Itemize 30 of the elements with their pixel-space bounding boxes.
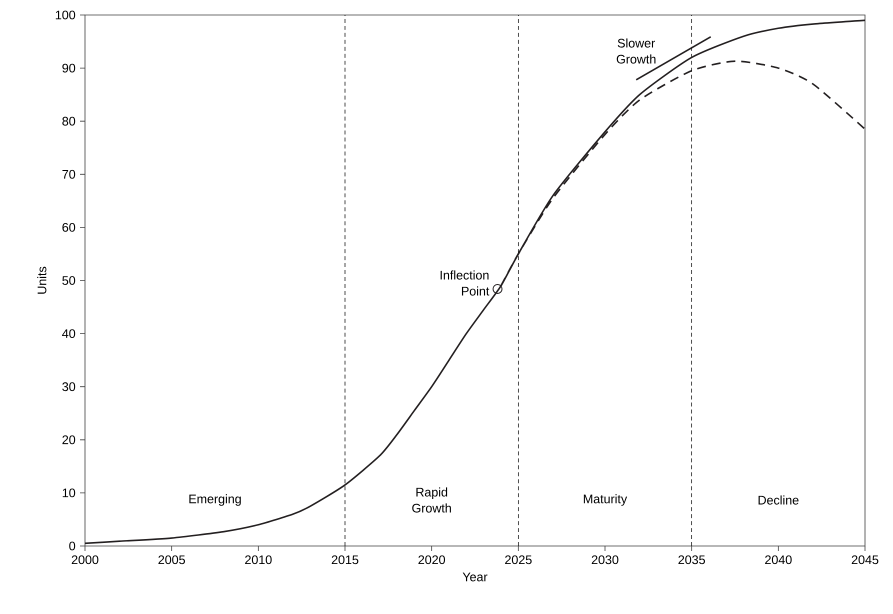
annotation: Decline <box>758 495 799 505</box>
line-series <box>84 20 866 544</box>
x-tick-label: 2020 <box>418 555 446 564</box>
annotation: Emerging <box>189 494 241 506</box>
y-tick-label: 0 <box>69 542 76 550</box>
x-tick-label: 2035 <box>678 555 705 564</box>
y-axis-title: Units <box>37 266 46 294</box>
y-tick-label: 70 <box>62 170 76 179</box>
annotation: Rapid Growth <box>412 487 451 513</box>
x-tick-label: 2040 <box>765 555 792 564</box>
annotation: Maturity <box>584 494 628 506</box>
y-tick-label: 100 <box>56 10 76 20</box>
x-tick-label: 2005 <box>158 555 185 564</box>
annotation: Slower Growth <box>616 38 656 64</box>
annotation: Inflection Point <box>440 270 490 296</box>
y-tick-label: 20 <box>62 435 76 444</box>
y-tick-label: 90 <box>62 64 76 73</box>
x-tick-label: 2000 <box>72 555 98 564</box>
x-tick-label: 2045 <box>852 555 878 564</box>
y-tick-label: 80 <box>62 116 76 126</box>
x-tick-label: 2030 <box>592 555 618 564</box>
y-tick-label: 50 <box>62 276 76 285</box>
x-tick-label: 2015 <box>332 555 358 564</box>
y-tick-label: 40 <box>62 329 76 338</box>
x-tick-label: 2025 <box>505 555 532 564</box>
y-tick-label: 60 <box>62 222 76 232</box>
x-tick-label: 2010 <box>245 555 272 564</box>
y-tick-label: 30 <box>62 382 76 392</box>
y-tick-label: 10 <box>62 488 76 498</box>
x-axis-title: Year <box>462 572 488 582</box>
